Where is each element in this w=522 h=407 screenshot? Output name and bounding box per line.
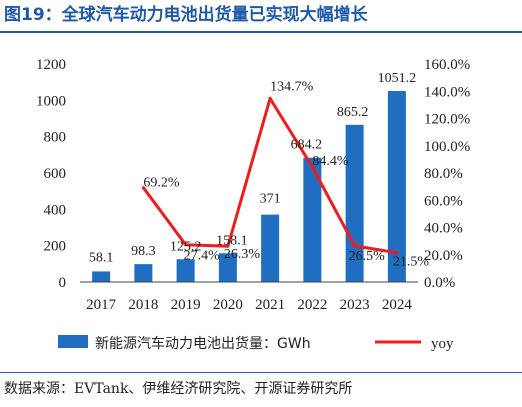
title-rule xyxy=(0,31,522,33)
legend-label-bar: 新能源汽车动力电池出货量：GWh xyxy=(95,335,311,352)
y-left-tick-label: 1000 xyxy=(36,93,66,109)
yoy-data-label: 27.4% xyxy=(184,249,221,264)
legend-swatch-bar xyxy=(58,335,88,348)
bar-2023 xyxy=(345,124,364,283)
y-right-tick-label: 20.0% xyxy=(424,248,463,264)
y-right-tick-label: 160.0% xyxy=(424,57,470,73)
bar-data-label: 1051.2 xyxy=(378,71,417,86)
yoy-point-2020 xyxy=(226,244,230,248)
yoy-point-2018 xyxy=(141,186,145,190)
legend-label-yoy: yoy xyxy=(431,336,454,352)
y-right-tick-label: 140.0% xyxy=(424,84,470,100)
yoy-data-label: 69.2% xyxy=(143,176,180,191)
yoy-point-2022 xyxy=(310,165,314,169)
bar-data-label: 98.3 xyxy=(131,244,156,259)
y-right-tick-label: 40.0% xyxy=(424,221,463,237)
x-tick-label: 2020 xyxy=(213,297,243,313)
source-note: 数据来源：EVTank、伊维经济研究院、开源证券研究所 xyxy=(4,381,353,397)
x-tick-label: 2022 xyxy=(297,297,327,313)
yoy-point-2023 xyxy=(353,244,357,248)
bar-2017 xyxy=(92,271,111,282)
x-tick-label: 2019 xyxy=(171,297,201,313)
y-right-tick-label: 100.0% xyxy=(424,139,470,155)
bar-2019 xyxy=(176,259,195,282)
x-tick-label: 2021 xyxy=(255,297,285,313)
yoy-data-label: 26.5% xyxy=(349,249,386,264)
x-tick-label: 2017 xyxy=(86,297,117,313)
bar-data-label: 371 xyxy=(260,192,281,207)
x-tick-label: 2018 xyxy=(128,297,158,313)
y-right-tick-label: 80.0% xyxy=(424,166,463,182)
source-rule xyxy=(0,372,522,373)
y-right-tick-label: 60.0% xyxy=(424,193,463,209)
bar-data-label: 684.2 xyxy=(291,138,323,153)
yoy-data-label: 26.3% xyxy=(224,247,261,262)
yoy-data-label: 21.5% xyxy=(393,255,430,270)
bar-data-label: 865.2 xyxy=(337,105,369,120)
bar-2024 xyxy=(387,91,406,282)
bar-data-label: 158.1 xyxy=(216,233,248,248)
yoy-point-2019 xyxy=(184,243,188,247)
bar-data-label: 125.2 xyxy=(170,239,202,254)
y-left-tick-label: 200 xyxy=(44,239,67,255)
y-right-tick-label: 0.0% xyxy=(424,275,455,291)
y-left-tick-label: 600 xyxy=(44,166,67,182)
bar-2021 xyxy=(261,214,280,282)
y-left-tick-label: 800 xyxy=(44,130,67,146)
bar-2020 xyxy=(218,253,237,282)
x-tick-label: 2023 xyxy=(340,297,370,313)
bar-2018 xyxy=(134,264,153,282)
y-left-tick-label: 400 xyxy=(44,202,67,218)
yoy-data-label: 84.4% xyxy=(312,154,349,169)
yoy-data-label: 134.7% xyxy=(270,79,314,94)
yoy-point-2024 xyxy=(395,251,399,255)
battery-shipment-chart: 0 200 400 600 800 1000 1200 0.0% 20.0% 40.0% 60.0%… xyxy=(36,57,470,352)
y-right-tick-label: 120.0% xyxy=(424,112,470,128)
y-left-tick-label: 1200 xyxy=(36,57,66,73)
y-left-tick-label: 0 xyxy=(59,275,67,291)
x-tick-label: 2024 xyxy=(382,297,413,313)
figure-title: 图19：全球汽车动力电池出货量已实现大幅增长 xyxy=(4,5,368,25)
bar-data-label: 58.1 xyxy=(89,250,114,265)
yoy-point-2021 xyxy=(268,96,272,101)
bar-2022 xyxy=(303,157,322,282)
